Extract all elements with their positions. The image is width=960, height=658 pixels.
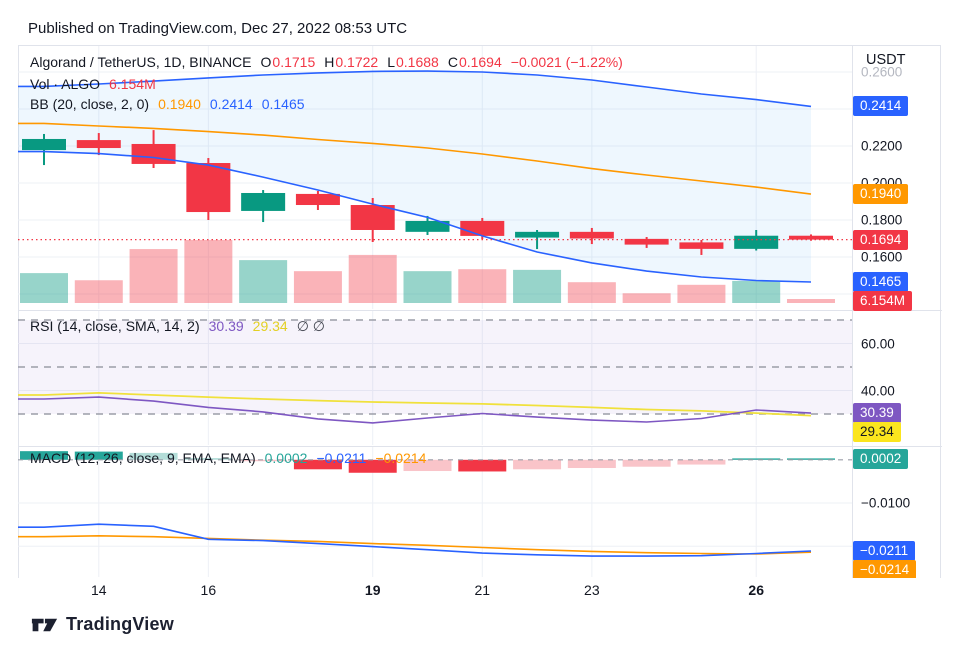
candle-body — [76, 140, 121, 149]
macd-histogram-bar — [293, 459, 342, 470]
macd-legend: MACD (12, 26, close, 9, EMA, EMA) 0.0002… — [30, 449, 426, 468]
bb-legend: BB (20, close, 2, 0) 0.1940 0.2414 0.146… — [30, 95, 305, 114]
macd-histogram-bar — [74, 451, 123, 460]
bb-lower-line — [18, 150, 812, 283]
candle-body — [679, 242, 724, 249]
macd-histogram-bar — [513, 459, 562, 470]
candle-body — [734, 235, 779, 249]
candle-body — [131, 143, 176, 164]
volume-bar — [786, 299, 835, 303]
candle-body — [186, 163, 231, 213]
volume-bar — [129, 249, 178, 303]
volume-bar — [184, 239, 233, 303]
volume-title: Vol · ALGO — [30, 76, 101, 92]
macd-histogram-bar — [184, 458, 233, 460]
macd-histogram-bar — [458, 459, 507, 472]
low-value: 0.1688 — [395, 54, 439, 70]
tradingview-logo-icon[interactable] — [31, 617, 58, 633]
change-value: −0.0021 (−1.22%) — [510, 54, 623, 70]
candle-body — [241, 192, 286, 211]
panel-separator-rsi — [18, 310, 942, 311]
bb-upper-value: 0.2414 — [209, 96, 253, 112]
volume-bar — [403, 271, 452, 303]
macd-histogram-bar — [239, 459, 288, 462]
candle-body — [405, 220, 450, 232]
open-label: O — [260, 54, 272, 70]
bb-lower-value: 0.1465 — [261, 96, 305, 112]
volume-bar — [458, 269, 507, 303]
bb-basis-line — [18, 122, 812, 195]
close-value: 0.1694 — [458, 54, 502, 70]
rsi-line — [18, 396, 812, 424]
date-tick: 26 — [748, 582, 764, 598]
chart-card — [18, 45, 941, 606]
rsi-title: RSI (14, close, SMA, 14, 2) — [30, 318, 200, 334]
brand-wordmark[interactable]: TradingView — [66, 614, 174, 634]
date-tick: 16 — [200, 582, 217, 598]
macd-signal-line — [18, 534, 812, 555]
date-tick: 23 — [584, 582, 600, 598]
macd-line — [18, 523, 812, 557]
date-tick: 19 — [364, 582, 381, 598]
published-caption: Published on TradingView.com, Dec 27, 20… — [28, 20, 408, 37]
macd-line-value: −0.0211 — [316, 450, 367, 466]
volume-bar — [239, 260, 288, 303]
symbol-title: Algorand / TetherUS, 1D, BINANCE — [30, 54, 252, 70]
bb-title: BB (20, close, 2, 0) — [30, 96, 150, 112]
macd-hist-value: 0.0002 — [264, 450, 308, 466]
rsi-ma-value: 29.34 — [252, 318, 288, 334]
close-label: C — [447, 54, 458, 70]
macd-signal-value: −0.0214 — [375, 450, 427, 466]
volume-bar — [677, 284, 726, 303]
date-tick: 14 — [90, 582, 107, 598]
main-chart-legend: Algorand / TetherUS, 1D, BINANCE O 0.1715… — [30, 53, 623, 72]
candle-body — [295, 193, 340, 206]
candle-body — [788, 235, 833, 240]
rsi-legend: RSI (14, close, SMA, 14, 2) 30.39 29.34 … — [30, 317, 325, 336]
rsi-ma-line — [18, 391, 812, 417]
high-label: H — [324, 54, 335, 70]
date-axis[interactable]: 14 16 19 21 23 26 — [18, 578, 942, 607]
candle-body — [22, 138, 66, 151]
low-label: L — [387, 54, 395, 70]
volume-bar — [513, 269, 562, 303]
volume-bar — [74, 280, 123, 303]
volume-bar — [622, 293, 671, 303]
rsi-empty-values: ∅ ∅ — [296, 318, 325, 334]
candle-body — [569, 231, 614, 239]
footer: TradingView — [31, 614, 174, 635]
volume-bar — [732, 280, 781, 303]
macd-histogram-bar — [786, 458, 835, 460]
macd-histogram-bar — [20, 451, 68, 460]
volume-bar — [293, 271, 342, 303]
macd-title: MACD (12, 26, close, 9, EMA, EMA) — [30, 450, 256, 466]
bb-upper-line — [18, 70, 812, 108]
macd-histogram-bar — [677, 459, 726, 465]
macd-histogram-bar — [403, 459, 452, 472]
bb-fill-area — [18, 71, 811, 282]
macd-histogram-bar — [622, 459, 671, 467]
date-tick: 21 — [474, 582, 491, 598]
candle-body — [350, 205, 395, 230]
candle-body — [515, 231, 560, 238]
macd-histogram-bar — [129, 452, 178, 460]
volume-bar — [20, 273, 68, 303]
macd-histogram-bar — [567, 459, 616, 469]
panel-separator-macd — [18, 446, 942, 447]
high-value: 0.1722 — [335, 54, 379, 70]
volume-legend: Vol · ALGO 6.154M — [30, 75, 156, 94]
bb-basis-value: 0.1940 — [158, 96, 201, 112]
volume-bar — [567, 282, 616, 303]
rsi-value: 30.39 — [208, 318, 244, 334]
candle-body — [460, 220, 505, 236]
price-axis-separator — [852, 45, 853, 607]
open-value: 0.1715 — [272, 54, 316, 70]
volume-bar — [348, 254, 397, 303]
macd-histogram-bar — [732, 458, 781, 460]
candle-body — [624, 238, 669, 245]
macd-histogram-bar — [348, 459, 397, 473]
volume-value: 6.154M — [109, 76, 156, 92]
